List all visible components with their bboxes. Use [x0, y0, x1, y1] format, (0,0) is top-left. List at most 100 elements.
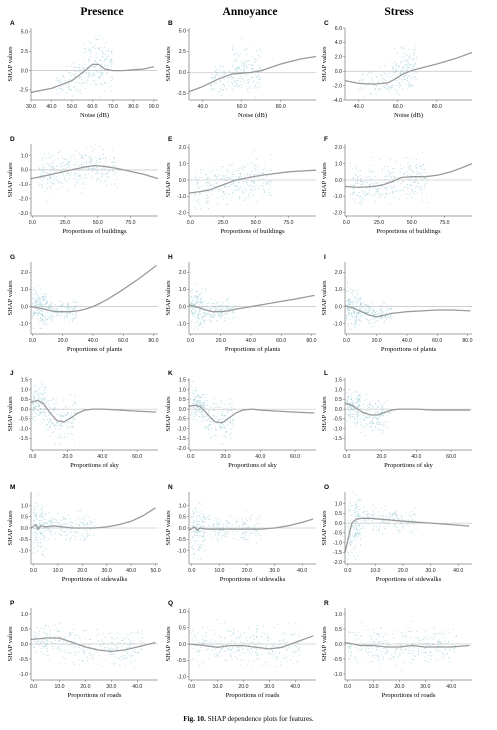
shap-point	[378, 192, 380, 194]
shap-point	[375, 93, 377, 95]
panel-c: C 40.0 60.0 80.0 -4.0 -2.0 0.0 2.0 4.0 6.0 Noise (…	[318, 20, 478, 132]
shap-point	[128, 638, 130, 640]
shap-point	[41, 510, 44, 512]
shap-point	[198, 318, 200, 320]
y-tick-label: 1.0	[21, 387, 28, 393]
x-tick-label: 10.0	[53, 568, 63, 574]
shap-point	[201, 395, 203, 397]
shap-point	[236, 189, 239, 191]
shap-point	[360, 79, 362, 81]
shap-point	[92, 176, 94, 178]
shap-point	[355, 527, 357, 529]
shap-point	[130, 631, 132, 633]
shap-point	[37, 414, 40, 416]
shap-point	[223, 175, 225, 177]
shap-point	[199, 547, 201, 549]
shap-point	[83, 653, 86, 656]
shap-point	[367, 407, 369, 409]
shap-point	[198, 310, 200, 312]
shap-point	[214, 66, 216, 68]
shap-point	[361, 520, 363, 522]
shap-point	[191, 320, 193, 322]
shap-point	[396, 52, 398, 54]
shap-point	[389, 511, 391, 513]
shap-point	[229, 308, 232, 310]
smoothed-trend-curve	[188, 404, 315, 424]
shap-point	[73, 178, 75, 180]
shap-point	[386, 87, 388, 89]
shap-point	[35, 402, 37, 404]
shap-point	[415, 190, 417, 192]
shap-point	[89, 528, 91, 530]
shap-point	[198, 324, 200, 326]
x-tick-label: 10.0	[370, 568, 380, 574]
shap-point	[200, 558, 202, 561]
shap-point	[359, 523, 361, 525]
shap-point	[43, 320, 45, 322]
shap-point	[129, 644, 131, 646]
shap-point	[60, 166, 62, 168]
shap-point	[346, 291, 348, 293]
shap-point	[61, 423, 63, 425]
shap-point	[48, 659, 50, 661]
shap-point	[195, 413, 198, 415]
shap-point	[354, 527, 356, 529]
shap-point	[223, 417, 225, 419]
shap-point	[126, 657, 128, 659]
shap-point	[63, 415, 65, 417]
shap-point	[88, 652, 91, 654]
shap-point	[49, 635, 51, 638]
shap-point	[54, 640, 57, 642]
shap-point	[210, 184, 212, 186]
shap-point	[57, 522, 59, 524]
shap-point	[82, 523, 84, 525]
shap-point	[256, 518, 258, 520]
shap-point	[69, 518, 71, 520]
shap-point	[47, 317, 49, 319]
shap-point	[351, 329, 353, 331]
shap-point	[227, 70, 229, 72]
shap-point	[251, 514, 253, 516]
shap-point	[69, 529, 71, 531]
shap-point	[75, 401, 77, 403]
shap-point	[207, 181, 209, 183]
shap-point	[249, 189, 252, 191]
shap-point	[85, 515, 88, 517]
shap-point	[124, 641, 126, 643]
shap-point	[67, 421, 69, 424]
shap-point	[38, 405, 40, 407]
shap-point	[406, 54, 408, 56]
shap-point	[204, 288, 206, 290]
shap-point	[93, 46, 95, 48]
shap-point	[261, 196, 263, 198]
shap-point	[41, 318, 43, 320]
shap-point	[42, 538, 44, 540]
y-tick-label: -1.0	[19, 426, 28, 432]
shap-point	[41, 647, 43, 649]
shap-point	[402, 189, 404, 191]
shap-point	[203, 530, 205, 533]
shap-point	[48, 153, 50, 155]
shap-point	[419, 189, 421, 191]
shap-point	[133, 651, 135, 653]
shap-point	[206, 314, 208, 316]
shap-point	[234, 186, 236, 188]
shap-point-cloud	[55, 34, 114, 100]
shap-point	[232, 77, 234, 79]
shap-point	[193, 315, 195, 317]
shap-point	[421, 174, 423, 176]
shap-point	[82, 43, 85, 46]
shap-point	[205, 427, 207, 429]
shap-point	[69, 72, 71, 74]
shap-point	[95, 163, 97, 166]
shap-point	[74, 314, 76, 316]
shap-point	[236, 519, 238, 521]
shap-point	[221, 414, 224, 416]
shap-point	[368, 310, 370, 312]
shap-point	[94, 44, 96, 46]
shap-point	[202, 303, 204, 305]
smoothed-trend-curve	[188, 518, 314, 531]
shap-point	[46, 188, 48, 190]
shap-point	[231, 176, 233, 178]
shap-point	[79, 68, 81, 70]
